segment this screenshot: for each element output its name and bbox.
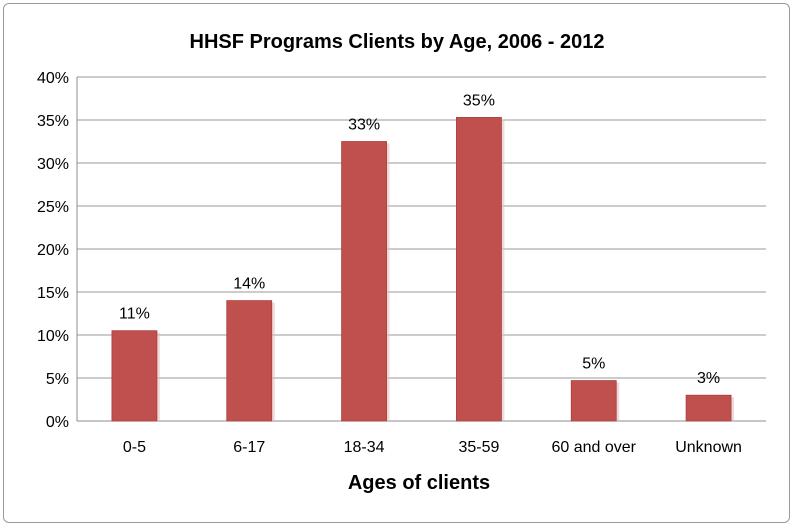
bar	[226, 300, 273, 422]
x-tick-label: 18-34	[344, 439, 385, 456]
y-tick-label: 25%	[37, 199, 69, 216]
y-tick-label: 20%	[37, 242, 69, 259]
bar	[685, 394, 732, 422]
data-labels: 11% 14% 33% 35% 5% 3%	[119, 92, 720, 387]
bar	[456, 117, 502, 422]
x-tick-label: 6-17	[233, 439, 265, 456]
chart-title: HHSF Programs Clients by Age, 2006 - 201…	[190, 31, 605, 53]
bar	[570, 380, 617, 422]
gridlines	[76, 76, 766, 422]
y-tick-label: 35%	[37, 113, 69, 130]
y-tick-label: 5%	[46, 371, 69, 388]
y-tick-label: 40%	[37, 70, 69, 87]
data-label: 3%	[697, 370, 720, 387]
x-axis-label: Ages of clients	[348, 472, 490, 494]
bar	[111, 330, 158, 422]
x-tick-label: 60 and over	[551, 439, 636, 456]
data-label: 11%	[119, 306, 150, 323]
bar	[341, 141, 387, 422]
y-tick-label: 0%	[46, 414, 69, 431]
y-tick-label: 30%	[37, 156, 69, 173]
bars	[111, 117, 735, 422]
x-tick-label: 0-5	[123, 439, 146, 456]
y-tick-label: 10%	[37, 328, 69, 345]
y-tick-label: 15%	[37, 285, 69, 302]
data-label: 33%	[348, 117, 380, 134]
x-tick-label: Unknown	[675, 439, 742, 456]
chart-frame	[3, 3, 790, 523]
x-axis-ticks: 0-5 6-17 18-34 35-59 60 and over Unknown	[123, 439, 742, 456]
data-label: 14%	[233, 276, 265, 293]
data-label: 5%	[582, 356, 605, 373]
y-axis-ticks: 0% 5% 10% 15% 20% 25% 30% 35% 40%	[37, 70, 69, 431]
x-tick-label: 35-59	[458, 439, 499, 456]
data-label: 35%	[463, 92, 495, 109]
